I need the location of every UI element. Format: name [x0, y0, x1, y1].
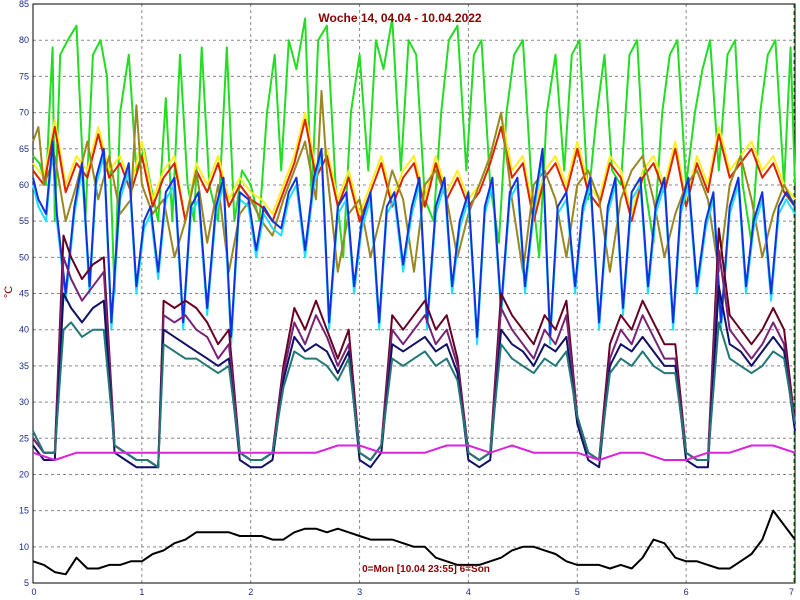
y-tick-label: 45: [19, 289, 29, 299]
y-tick-label: 70: [19, 108, 29, 118]
x-tick-label: 6: [684, 587, 689, 597]
chart-footer: 0=Mon [10.04 23:55] 6=Son: [362, 564, 490, 575]
y-tick-label: 40: [19, 325, 29, 335]
x-tick-label: 5: [575, 587, 580, 597]
y-tick-label: 85: [19, 0, 29, 9]
chart-title: Woche 14, 04.04 - 10.04.2022: [318, 11, 482, 25]
y-tick-label: 80: [19, 35, 29, 45]
series-line-6: [32, 140, 796, 338]
y-tick-label: 75: [19, 71, 29, 81]
y-tick-label: 25: [19, 433, 29, 443]
x-tick-label: 3: [357, 587, 362, 597]
series-line-9: [32, 285, 796, 469]
y-tick-label: 15: [19, 506, 29, 516]
y-tick-label: 35: [19, 361, 29, 371]
series-line-3: [32, 118, 796, 223]
series-line-2: [32, 111, 796, 223]
series-line-12: [32, 509, 796, 576]
x-tick-label: 1: [139, 587, 144, 597]
x-tick-label: 0: [31, 587, 36, 597]
series-line-4: [32, 89, 796, 273]
y-tick-label: 5: [24, 578, 29, 588]
x-tick-label: 2: [248, 587, 253, 597]
y-tick-label: 50: [19, 252, 29, 262]
y-tick-label: 10: [19, 542, 29, 552]
y-tick-label: 55: [19, 216, 29, 226]
x-tick-label: 7: [789, 587, 794, 597]
x-tick-label: 4: [466, 587, 471, 597]
plot-frame: [32, 3, 796, 584]
y-tick-label: 60: [19, 180, 29, 190]
series-lines: [32, 17, 796, 576]
series-line-11: [32, 444, 796, 461]
y-tick-label: 20: [19, 469, 29, 479]
y-axis-label: °C: [3, 286, 15, 298]
series-line-10: [32, 321, 796, 469]
y-tick-label: 30: [19, 397, 29, 407]
y-tick-label: 65: [19, 144, 29, 154]
